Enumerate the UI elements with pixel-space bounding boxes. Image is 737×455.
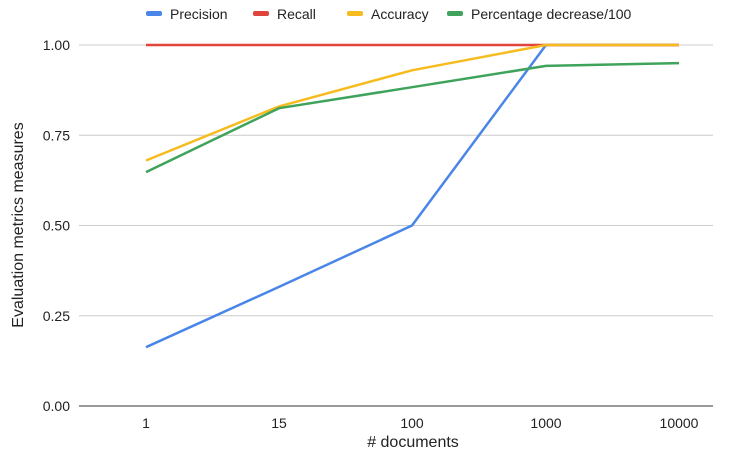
y-axis-ticks: 0.00 0.25 0.50 0.75 1.00	[43, 37, 70, 414]
x-axis-title: # documents	[367, 434, 459, 451]
y-tick-label: 0.25	[43, 308, 70, 324]
legend-swatch-precision	[146, 11, 162, 16]
x-tick-label: 1000	[530, 415, 561, 431]
y-tick-label: 1.00	[43, 37, 70, 53]
y-axis-title: Evaluation metrics measures	[10, 122, 27, 327]
series-line-precision	[145, 43, 679, 349]
series-lines	[145, 43, 680, 349]
legend: Precision Recall Accuracy Percentage decrea…	[146, 6, 632, 22]
x-tick-label: 100	[400, 415, 424, 431]
y-tick-label: 0.75	[43, 127, 70, 143]
legend-label-precision: Precision	[170, 6, 228, 22]
x-tick-label: 1	[142, 415, 150, 431]
legend-label-recall: Recall	[277, 6, 316, 22]
x-axis-ticks: 1 15 100 1000 10000	[142, 415, 699, 431]
legend-swatch-accuracy	[347, 11, 363, 16]
legend-label-accuracy: Accuracy	[371, 6, 429, 22]
legend-label-percentage-decrease-100: Percentage decrease/100	[471, 6, 632, 22]
legend-swatch-recall	[253, 11, 269, 16]
series-line-percentage-decrease-100	[145, 61, 680, 174]
x-tick-label: 10000	[660, 415, 699, 431]
x-tick-label: 15	[271, 415, 287, 431]
y-tick-label: 0.00	[43, 398, 70, 414]
gridlines	[79, 44, 713, 317]
legend-swatch-percentage-decrease-100	[447, 11, 463, 16]
y-tick-label: 0.50	[43, 218, 70, 234]
series-line-accuracy	[145, 43, 679, 162]
